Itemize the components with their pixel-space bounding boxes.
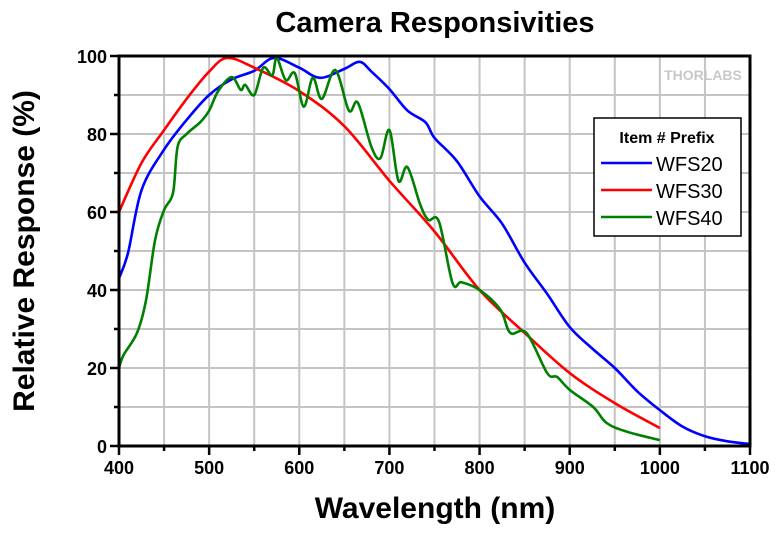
x-tick-label: 1100 xyxy=(730,458,769,478)
legend-label-wfs40: WFS40 xyxy=(656,208,723,230)
y-tick-label: 20 xyxy=(87,359,107,379)
grid xyxy=(119,56,750,446)
x-tick-label: 500 xyxy=(194,458,224,478)
watermark-logo: THORLABS xyxy=(664,67,742,83)
legend-label-wfs30: WFS30 xyxy=(656,181,723,203)
series-line-wfs20 xyxy=(117,56,751,446)
series-line-wfs40 xyxy=(117,56,661,442)
x-tick-label: 400 xyxy=(104,458,134,478)
y-tick-label: 0 xyxy=(97,437,107,457)
x-tick-label: 700 xyxy=(374,458,404,478)
legend-label-wfs20: WFS20 xyxy=(656,154,723,176)
y-tick-label: 100 xyxy=(77,47,107,67)
x-tick-label: 600 xyxy=(284,458,314,478)
series-line-wfs30 xyxy=(117,56,661,430)
chart-title: Camera Responsivities xyxy=(275,7,594,39)
x-tick-label: 900 xyxy=(555,458,585,478)
y-tick-label: 60 xyxy=(87,203,107,223)
legend-title: Item # Prefix xyxy=(619,130,714,147)
y-tick-label: 40 xyxy=(87,281,107,301)
x-axis-label: Wavelength (nm) xyxy=(315,492,556,525)
y-axis-label: Relative Response (%) xyxy=(8,90,41,412)
axis-ticks: 400 500 600 700 800 900 1000 1100 0 20 40 60 80 100 xyxy=(77,47,770,478)
x-tick-label: 800 xyxy=(465,458,495,478)
y-tick-label: 80 xyxy=(87,125,107,145)
x-tick-label: 1000 xyxy=(640,458,680,478)
legend: Item # Prefix WFS20 WFS30 WFS40 xyxy=(593,117,742,237)
series-lines xyxy=(117,56,751,446)
